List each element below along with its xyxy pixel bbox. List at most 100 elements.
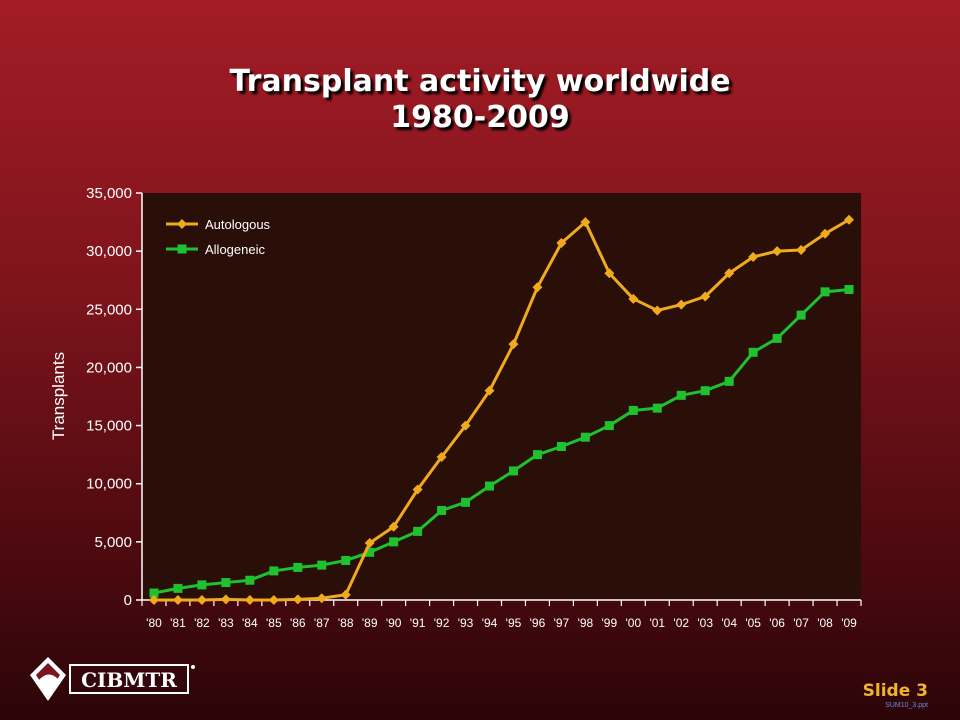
allogeneic-point <box>485 481 495 491</box>
autologous-point <box>724 268 735 279</box>
y-tick-label: 30,000 <box>86 243 132 260</box>
x-tick-label: '03 <box>697 616 713 630</box>
autologous-point <box>412 484 423 495</box>
autologous-point <box>532 282 543 293</box>
x-tick-label: '92 <box>434 616 450 630</box>
x-tick-label: '08 <box>817 616 833 630</box>
allogeneic-point <box>293 562 303 572</box>
allogeneic-point <box>748 347 758 357</box>
x-tick-label: '80 <box>146 616 162 630</box>
autologous-point <box>388 521 399 532</box>
allogeneic-point <box>820 287 830 297</box>
allogeneic-point <box>149 588 159 598</box>
x-tick-label: '07 <box>793 616 809 630</box>
autologous-point <box>628 293 639 304</box>
x-tick-label: '01 <box>649 616 665 630</box>
autologous-point <box>364 538 375 549</box>
x-tick-label: '00 <box>625 616 641 630</box>
x-tick-label: '91 <box>410 616 426 630</box>
file-code: SUM10_3.ppt <box>885 702 928 709</box>
x-tick-label: '84 <box>242 616 258 630</box>
autologous-point <box>844 214 855 225</box>
x-tick-label: '97 <box>554 616 570 630</box>
allogeneic-point <box>413 526 423 536</box>
y-tick-label: 20,000 <box>86 359 132 376</box>
allogeneic-point <box>532 450 542 460</box>
autologous-point <box>700 291 711 302</box>
x-tick-label: '83 <box>218 616 234 630</box>
autologous-point <box>508 339 519 350</box>
allogeneic-point <box>796 310 806 320</box>
allogeneic-series <box>149 285 854 598</box>
logo-text: CIBMTR <box>81 668 177 692</box>
autologous-point <box>172 595 183 605</box>
x-tick-label: '99 <box>602 616 618 630</box>
autologous-point <box>652 305 663 316</box>
y-tick-label: 10,000 <box>86 476 132 493</box>
y-axis-label: Transplants <box>49 352 68 440</box>
allogeneic-point <box>461 497 471 507</box>
x-tick-label: '05 <box>745 616 761 630</box>
autologous-legend-label: Autologous <box>205 217 271 232</box>
autologous-point <box>316 593 327 604</box>
x-tick-label: '82 <box>194 616 210 630</box>
autologous-point <box>580 217 591 228</box>
allogeneic-point <box>844 285 854 295</box>
x-tick-label: '85 <box>266 616 282 630</box>
allogeneic-point <box>389 537 399 547</box>
allogeneic-point <box>772 333 782 343</box>
allogeneic-point <box>676 390 686 400</box>
y-tick-label: 35,000 <box>86 185 132 202</box>
allogeneic-point <box>580 432 590 442</box>
autologous-point <box>820 228 831 239</box>
allogeneic-point <box>269 566 279 576</box>
x-tick-label: '87 <box>314 616 330 630</box>
y-tick-label: 15,000 <box>86 418 132 435</box>
allogeneic-point <box>700 386 710 396</box>
slide-number: Slide 3 <box>862 681 928 701</box>
autologous-point <box>748 251 759 262</box>
cibmtr-logo: CIBMTR <box>30 657 195 701</box>
allogeneic-point <box>317 560 327 570</box>
y-tick-label: 25,000 <box>86 301 132 318</box>
x-tick-label: '88 <box>338 616 354 630</box>
autologous-point <box>676 299 687 310</box>
autologous-point <box>436 451 447 462</box>
legend: Autologous Allogeneic <box>166 217 271 257</box>
series-layer <box>148 214 855 605</box>
autologous-point <box>196 595 207 605</box>
allogeneic-point <box>245 575 255 585</box>
allogeneic-point <box>556 442 566 452</box>
autologous-point <box>268 595 279 605</box>
chart-title-line2: 1980-2009 <box>390 100 570 135</box>
allogeneic-point <box>724 376 734 386</box>
allogeneic-point <box>628 405 638 415</box>
allogeneic-point <box>508 466 518 476</box>
x-tick-label: '98 <box>578 616 594 630</box>
autologous-point <box>220 594 231 605</box>
x-tick-label: '93 <box>458 616 474 630</box>
allogeneic-point <box>604 421 614 431</box>
y-axis: 0 5,000 10,000 15,000 20,000 25,000 30,000 35,0… <box>86 185 143 609</box>
allogeneic-point <box>197 580 207 590</box>
allogeneic-legend-label: Allogeneic <box>205 242 265 257</box>
autologous-point <box>772 246 783 257</box>
x-tick-label: '90 <box>386 616 402 630</box>
allogeneic-legend-marker <box>177 244 187 254</box>
x-tick-label: '86 <box>290 616 306 630</box>
autologous-point <box>460 420 471 431</box>
allogeneic-point <box>652 403 662 413</box>
autologous-point <box>484 385 495 396</box>
x-tick-label: '89 <box>362 616 378 630</box>
cibmtr-emblem-icon <box>30 657 66 701</box>
autologous-point <box>556 238 567 249</box>
allogeneic-point <box>437 505 447 515</box>
allogeneic-point <box>365 547 375 557</box>
x-tick-label: '94 <box>482 616 498 630</box>
chart-title-line1: Transplant activity worldwide <box>229 64 731 99</box>
allogeneic-point <box>341 555 351 565</box>
autologous-series <box>148 214 855 605</box>
autologous-point <box>604 268 615 279</box>
autologous-point <box>148 595 159 605</box>
